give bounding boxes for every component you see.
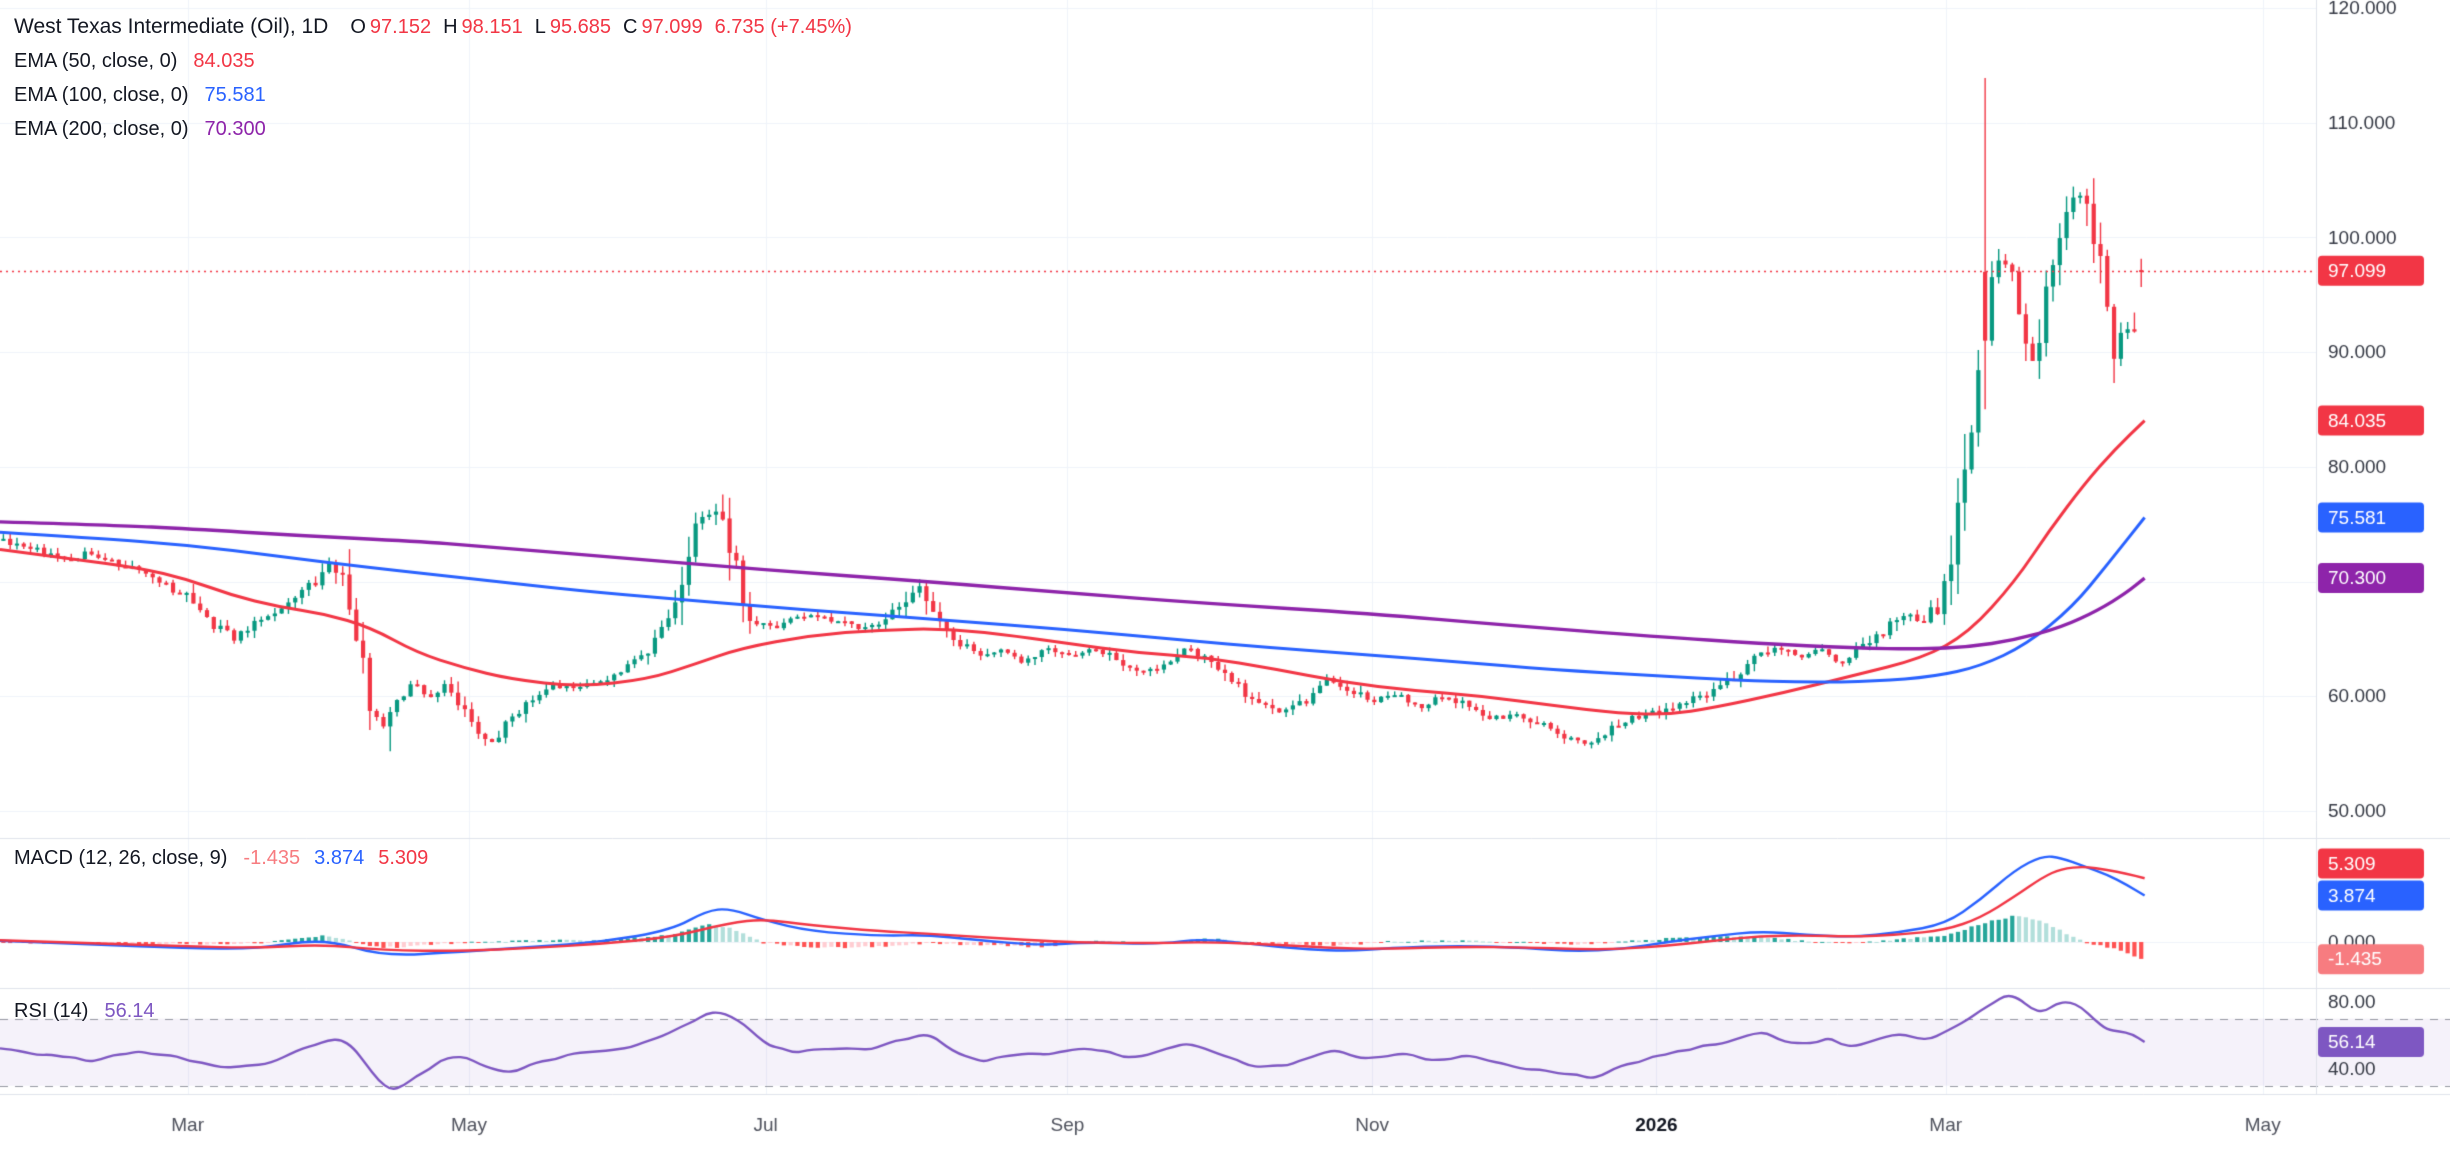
indicator-row-ema200[interactable]: EMA (200, close, 0) 70.300 [14,112,852,146]
rsi-label: RSI (14) [14,999,89,1022]
symbol-legend-row[interactable]: West Texas Intermediate (Oil), 1D O 97.1… [14,10,852,44]
macd-legend-row: MACD (12, 26, close, 9) -1.435 3.874 5.3… [14,845,428,871]
ohlc-low-value: 95.685 [549,15,611,38]
ema200-value: 70.300 [204,117,266,140]
ema100-label: EMA (100, close, 0) [14,83,189,106]
ema50-label: EMA (50, close, 0) [14,49,178,72]
macd-pane-legend[interactable]: MACD (12, 26, close, 9) -1.435 3.874 5.3… [14,845,428,871]
macd-label: MACD (12, 26, close, 9) [14,846,228,869]
rsi-value: 56.14 [104,999,155,1022]
rsi-pane-legend[interactable]: RSI (14) 56.14 [14,998,155,1024]
ohlc-open-value: 97.152 [369,15,432,38]
ohlc-high-value: 98.151 [461,15,523,38]
ohlc-close-value: 97.099 [641,15,703,38]
price-pane-legend: West Texas Intermediate (Oil), 1D O 97.1… [14,10,852,146]
rsi-legend-row: RSI (14) 56.14 [14,998,155,1024]
ema50-value: 84.035 [193,49,255,72]
macd-hist-value: -1.435 [243,846,301,869]
indicator-row-ema100[interactable]: EMA (100, close, 0) 75.581 [14,78,852,112]
indicator-row-ema50[interactable]: EMA (50, close, 0) 84.035 [14,44,852,78]
macd-line-value: 3.874 [314,846,365,869]
ema200-label: EMA (200, close, 0) [14,117,189,140]
ema100-value: 75.581 [204,83,266,106]
ohlc-open-label: O [350,15,366,38]
symbol-title[interactable]: West Texas Intermediate (Oil), 1D [14,15,329,38]
ohlc-close-label: C [623,15,638,38]
macd-signal-value: 5.309 [378,846,429,869]
ohlc-change-value: 6.735 (+7.45%) [714,15,852,38]
ohlc-low-label: L [534,15,546,38]
ohlc-high-label: H [443,15,458,38]
